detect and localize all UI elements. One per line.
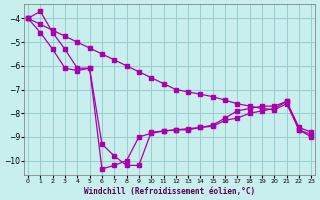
X-axis label: Windchill (Refroidissement éolien,°C): Windchill (Refroidissement éolien,°C) (84, 187, 255, 196)
